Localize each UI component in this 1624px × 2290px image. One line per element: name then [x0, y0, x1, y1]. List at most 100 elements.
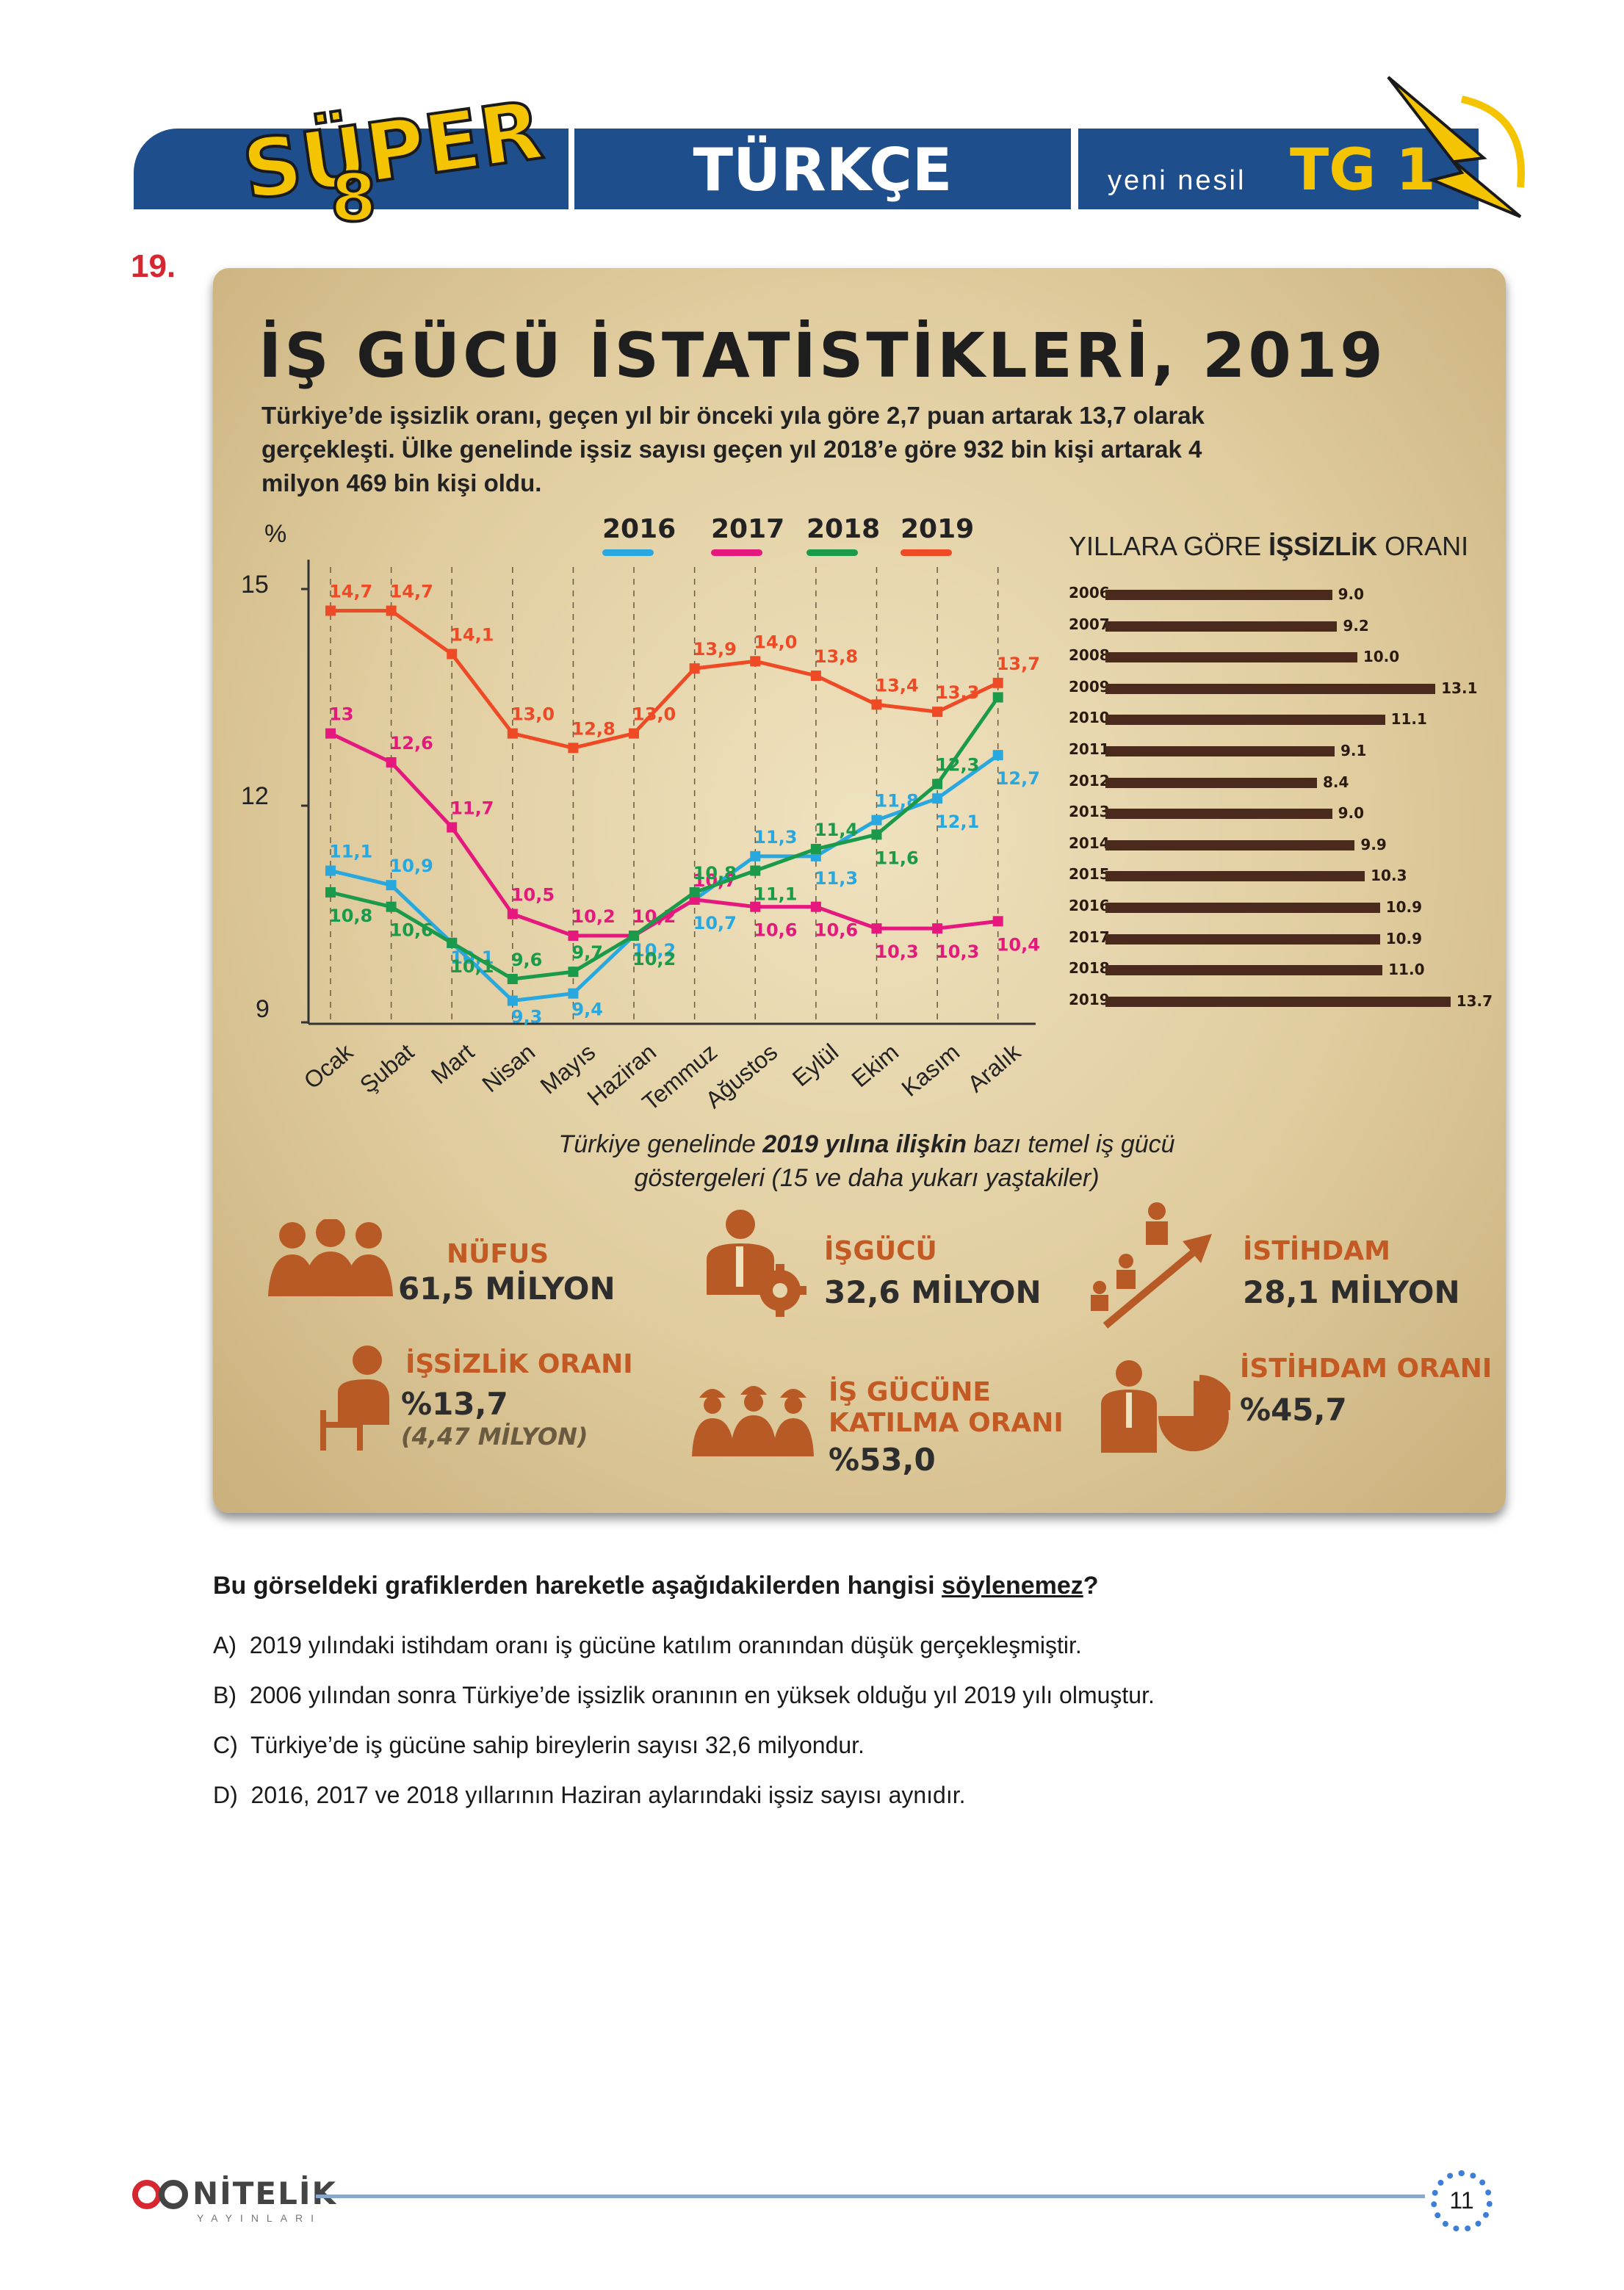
point-2017-Aralık [992, 916, 1003, 927]
point-2017-Mayıs [568, 931, 579, 941]
bar-value-2014: 9.9 [1360, 835, 1387, 853]
stat-label-istihdam-orani: İSTİHDAM ORANI [1240, 1354, 1493, 1384]
data-label-2017-Kasım: 10,3 [936, 942, 979, 962]
bar-2007 [1105, 621, 1338, 632]
question-stem: Bu görseldeki grafiklerden hareketle aşa… [213, 1572, 1099, 1600]
point-2019-Mayıs [568, 743, 579, 754]
point-2018-Şubat [386, 901, 397, 912]
bar-2016 [1105, 903, 1380, 913]
series-prefix: yeni nesil [1108, 165, 1246, 196]
data-label-2016-Haziran: 10,2 [632, 940, 676, 961]
bar-label-2015: 2015 [1069, 865, 1110, 884]
publisher-name: NİTELİK [192, 2175, 338, 2211]
data-label-2016-Şubat: 10,9 [390, 856, 433, 876]
stat-sub-issizlik: (4,47 MİLYON) [401, 1423, 588, 1451]
poster-lead: Türkiye’de işsizlik oranı, geçen yıl bir… [261, 402, 1205, 496]
point-2019-Haziran [629, 728, 640, 739]
option-c[interactable]: C) Türkiye’de iş gücüne sahip bireylerin… [213, 1732, 865, 1759]
publisher-subtitle: YAYINLARI [197, 2212, 322, 2224]
data-label-2019-Aralık: 13,7 [997, 654, 1040, 674]
point-2019-Ekim [871, 699, 882, 710]
caption-bold: 2019 yılına ilişkin [762, 1130, 967, 1158]
bar-label-2009: 2009 [1069, 677, 1110, 696]
point-2016-Kasım [932, 793, 943, 804]
question-stem-underlined: söylenemez [942, 1572, 1083, 1600]
header-segment-subject: TÜRKÇE [574, 129, 1071, 209]
bar-label-2013: 2013 [1069, 803, 1110, 821]
stat-value-issizlik: %13,7 [401, 1386, 508, 1422]
point-2019-Temmuz [689, 663, 700, 674]
super8-logo: SÜPER 8 [236, 70, 549, 239]
point-2018-Haziran [629, 931, 640, 941]
bar-value-2018: 11.0 [1388, 961, 1425, 979]
bar-2018 [1105, 965, 1383, 976]
data-label-2016-Nisan: 9,3 [511, 1007, 543, 1027]
growth-arrow-icon [1091, 1202, 1212, 1329]
option-d[interactable]: D) 2016, 2017 ve 2018 yıllarının Haziran… [213, 1782, 966, 1809]
data-label-2018-Nisan: 9,6 [511, 950, 543, 970]
bar-label-2019: 2019 [1069, 990, 1110, 1008]
bar-label-2010: 2010 [1069, 709, 1110, 727]
y-axis-label: % [264, 520, 287, 548]
question-number: 19. [131, 248, 176, 284]
data-label-2019-Kasım: 13,3 [936, 682, 979, 703]
point-2019-Kasım [932, 707, 943, 718]
series-line-2017 [329, 732, 998, 938]
infographic-poster: İŞ GÜCÜ İSTATİSTİKLERİ, 2019 Türkiye’de … [213, 268, 1506, 1513]
data-label-2018-Ekim: 11,6 [875, 848, 918, 868]
bar-label-2006: 2006 [1069, 584, 1110, 602]
data-label-2016-Kasım: 12,1 [936, 812, 979, 832]
point-2018-Kasım [932, 779, 943, 790]
logo-number: 8 [329, 159, 378, 236]
data-label-2016-Mayıs: 9,4 [571, 1000, 603, 1020]
seated-person-icon [320, 1346, 389, 1451]
point-2019-Ocak [325, 605, 336, 616]
data-label-2018-Ağustos: 11,1 [754, 884, 797, 905]
point-2019-Nisan [507, 728, 518, 739]
point-2018-Ocak [325, 887, 336, 897]
bar-value-2012: 8.4 [1323, 773, 1349, 791]
data-label-2018-Ocak: 10,8 [329, 906, 372, 926]
point-2017-Ekim [871, 923, 882, 934]
data-label-2019-Temmuz: 13,9 [693, 639, 737, 660]
option-text: 2006 yılından sonra Türkiye’de işsizlik … [249, 1682, 1155, 1708]
option-text: 2019 yılındaki istihdam oranı iş gücüne … [249, 1632, 1082, 1658]
data-label-2018-Eylül: 11,4 [815, 820, 858, 840]
data-label-2019-Nisan: 13,0 [511, 704, 555, 725]
bar-2014 [1105, 839, 1355, 850]
data-label-2019-Ocak: 14,7 [329, 582, 372, 602]
point-2016-Ağustos [750, 850, 761, 862]
point-2019-Eylül [810, 671, 821, 681]
data-label-2018-Şubat: 10,6 [390, 920, 433, 941]
data-label-2016-Ocak: 11,1 [329, 842, 372, 862]
option-a[interactable]: A) 2019 yılındaki istihdam oranı iş gücü… [213, 1632, 1082, 1659]
page-number: 11 [1431, 2170, 1493, 2232]
question-stem-part1: Bu görseldeki grafiklerden hareketle aşa… [213, 1572, 942, 1600]
bar-value-2011: 9.1 [1340, 742, 1367, 759]
stats-caption: Türkiye genelinde 2019 yılına ilişkin ba… [492, 1127, 1241, 1195]
stat-label-nufus: NÜFUS [447, 1239, 549, 1269]
legend-2017: 2017 [711, 514, 785, 544]
data-label-2016-Eylül: 11,3 [815, 868, 858, 889]
stat-value-katilim: %53,0 [829, 1442, 936, 1478]
data-label-2019-Ağustos: 14,0 [754, 632, 797, 652]
point-2017-Ocak [325, 728, 336, 739]
point-2018-Ağustos [750, 865, 761, 876]
data-label-2018-Mart: 10,1 [450, 956, 494, 977]
stat-value-istihdam: 28,1 MİLYON [1243, 1274, 1460, 1310]
data-label-2016-Temmuz: 10,7 [693, 913, 737, 933]
caption-part2: bazı temel iş gücü göstergeleri (15 ve d… [634, 1130, 1175, 1192]
bar-label-2014: 2014 [1069, 834, 1110, 852]
option-b[interactable]: B) 2006 yılından sonra Türkiye’de işsizl… [213, 1682, 1155, 1709]
bar-2019 [1105, 996, 1451, 1007]
y-tick-12: 12 [241, 782, 269, 810]
bar-2012 [1105, 777, 1317, 788]
bar-value-2007: 9.2 [1343, 616, 1369, 635]
data-label-2019-Mart: 14,1 [450, 625, 494, 646]
legend-2019: 2019 [901, 514, 975, 544]
footer-rule [316, 2195, 1425, 2198]
bar-2017 [1105, 933, 1380, 944]
point-2016-Mayıs [568, 988, 579, 999]
data-label-2017-Mart: 11,7 [450, 798, 494, 819]
legend-2018: 2018 [806, 514, 881, 544]
